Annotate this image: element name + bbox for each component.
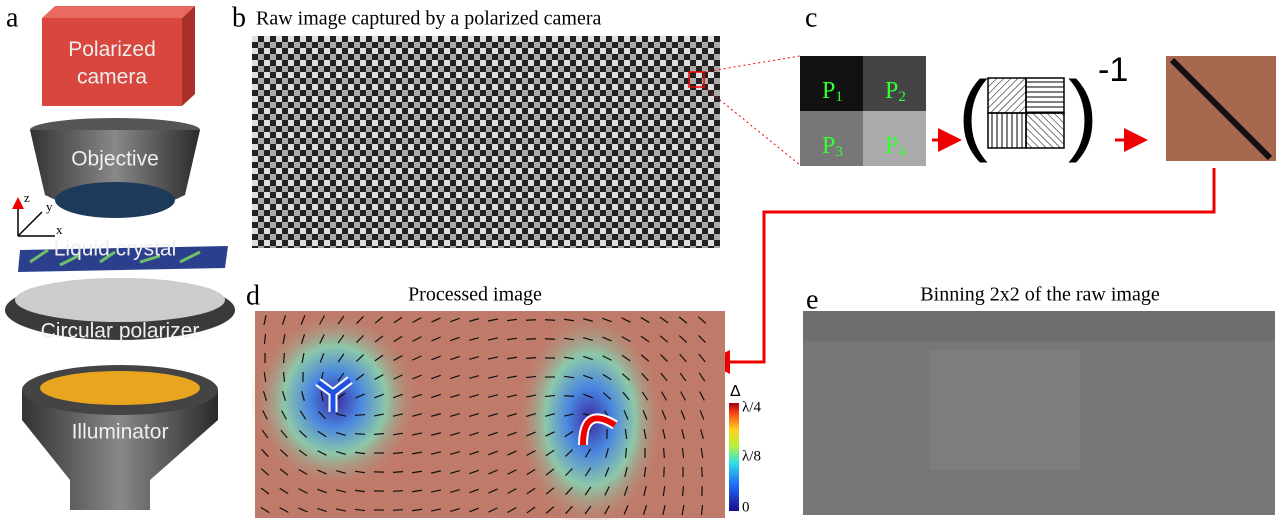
inverse-exponent: -1	[1098, 51, 1128, 89]
director	[526, 358, 536, 359]
colorbar-label: 0	[742, 499, 750, 515]
figure: a Polarized camera Objective z y x Liqui…	[0, 0, 1280, 520]
svg-text:(: (	[958, 64, 988, 164]
colorbar-label: λ/4	[742, 399, 761, 415]
camera	[42, 18, 182, 106]
director	[374, 434, 384, 435]
panel-label: a	[6, 2, 19, 33]
panel-title: Binning 2x2 of the raw image	[920, 284, 1160, 306]
director	[393, 491, 403, 492]
illuminator-label: Illuminator	[72, 421, 169, 444]
polarizer-label: Circular polarizer	[41, 320, 200, 343]
director	[702, 467, 703, 477]
svg-text:): )	[1068, 64, 1098, 164]
director	[393, 510, 403, 511]
director	[683, 486, 684, 496]
colorbar-label: λ/8	[742, 448, 761, 464]
axis-x: x	[56, 222, 63, 237]
objective-label: Objective	[71, 148, 159, 171]
director	[393, 472, 403, 473]
panel-title: Raw image captured by a polarized camera	[256, 8, 602, 30]
panel-label: b	[232, 2, 246, 33]
director	[355, 434, 365, 435]
colorbar-symbol: Δ	[730, 383, 741, 400]
panel-label: c	[805, 2, 817, 33]
camera-label: Polarized	[68, 38, 156, 61]
panel-label: e	[806, 284, 818, 315]
axis-z: z	[24, 190, 30, 205]
camera-label-line: camera	[77, 66, 147, 89]
panel-label: d	[246, 280, 260, 311]
liquid-crystal-label: Liquid crystal	[54, 238, 177, 261]
director	[664, 448, 665, 458]
panel-title: Processed image	[408, 284, 542, 306]
colorbar	[729, 403, 739, 511]
director	[284, 353, 285, 363]
director	[526, 339, 536, 340]
raw-image	[252, 36, 720, 248]
axis-y: y	[46, 199, 53, 214]
